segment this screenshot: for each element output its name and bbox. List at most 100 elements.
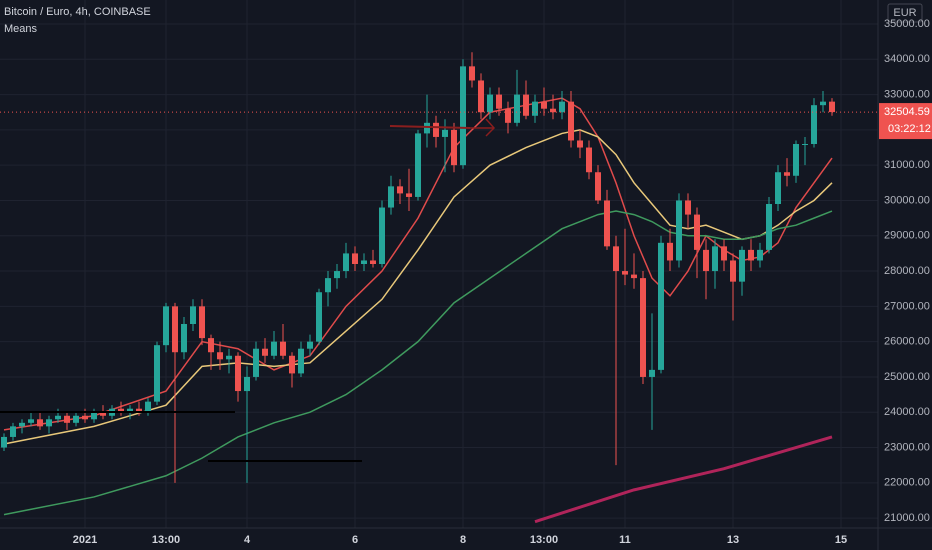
candle-body <box>235 355 241 392</box>
chart-title: Bitcoin / Euro, 4h, COINBASE <box>4 6 151 18</box>
candle-body <box>757 249 763 261</box>
x-tick-label: 13:00 <box>152 534 180 546</box>
candle-body <box>64 415 70 423</box>
candle-body <box>775 172 781 204</box>
candle-body <box>658 242 664 370</box>
candle-body <box>478 80 484 113</box>
countdown-label: 03:22:12 <box>888 123 931 135</box>
candle-body <box>1 436 7 448</box>
candle-body <box>532 101 538 116</box>
candle-body <box>379 207 385 264</box>
candle-body <box>289 355 295 374</box>
candle-body <box>73 415 79 423</box>
candle-body <box>514 94 520 123</box>
y-tick-label: 31000.00 <box>884 159 930 171</box>
candle-body <box>622 271 628 275</box>
candle-body <box>406 193 412 197</box>
y-tick-label: 28000.00 <box>884 265 930 277</box>
candle-body <box>343 253 349 272</box>
candle-body <box>469 66 475 81</box>
candle-body <box>19 422 25 427</box>
x-tick-label: 2021 <box>73 534 97 546</box>
candle-body <box>127 408 133 413</box>
candle-body <box>487 94 493 113</box>
candle-body <box>307 341 313 349</box>
candle-body <box>505 108 511 123</box>
candle-body <box>550 108 556 113</box>
candle-body <box>694 214 700 250</box>
currency-box[interactable] <box>887 3 923 23</box>
candle-body <box>37 419 43 427</box>
candle-body <box>415 133 421 197</box>
candle-body <box>55 415 61 420</box>
candle-body <box>802 144 808 145</box>
candle-body <box>640 278 646 377</box>
candle-body <box>298 348 304 374</box>
candle-body <box>226 355 232 360</box>
last-price-label: 32504.59 <box>884 106 930 118</box>
candle-body <box>361 260 367 264</box>
last-price-tag <box>879 103 932 140</box>
candle-body <box>676 200 682 261</box>
candle-body <box>352 253 358 264</box>
candle-body <box>190 306 196 324</box>
y-tick-label: 34000.00 <box>884 53 930 65</box>
y-tick-label: 22000.00 <box>884 477 930 489</box>
candle-body <box>253 348 259 377</box>
indicator-name: Means <box>4 23 38 35</box>
candle-body <box>370 260 376 264</box>
candle-body <box>586 147 592 173</box>
candle-body <box>631 274 637 279</box>
currency[interactable]: EUR <box>893 7 916 19</box>
drawn-arrow-head <box>485 118 496 137</box>
candle-body <box>451 129 457 166</box>
candle-body <box>766 204 772 250</box>
candle-body <box>496 94 502 109</box>
y-tick-label: 33000.00 <box>884 88 930 100</box>
candle-body <box>460 66 466 166</box>
candle-body <box>208 338 214 353</box>
candle-body <box>703 249 709 272</box>
candle-body <box>163 306 169 346</box>
candle-body <box>217 352 223 360</box>
y-tick-label: 25000.00 <box>884 371 930 383</box>
candle-body <box>541 101 547 109</box>
y-tick-label: 35000.00 <box>884 18 930 30</box>
y-tick-label: 30000.00 <box>884 194 930 206</box>
candle-body <box>244 376 250 392</box>
candle-body <box>433 122 439 137</box>
candle-body <box>604 200 610 247</box>
moving-average <box>534 435 833 524</box>
candle-body <box>523 94 529 116</box>
y-tick-label: 29000.00 <box>884 230 930 242</box>
candle-body <box>685 200 691 215</box>
y-tick-label: 26000.00 <box>884 336 930 348</box>
candle-body <box>334 271 340 279</box>
candle-body <box>442 129 448 137</box>
plot <box>1 52 835 524</box>
candle-body <box>325 278 331 293</box>
candle-body <box>172 306 178 353</box>
y-tick-label: 23000.00 <box>884 441 930 453</box>
x-tick-label: 11 <box>619 534 631 546</box>
candle-body <box>262 348 268 356</box>
y-tick-label: 24000.00 <box>884 406 930 418</box>
x-tick-label: 13:00 <box>530 534 558 546</box>
candle-body <box>712 246 718 272</box>
candle-body <box>91 412 97 420</box>
candle-body <box>559 101 565 113</box>
candle-body <box>829 101 835 113</box>
candle-body <box>154 345 160 402</box>
candle-body <box>271 341 277 356</box>
x-tick-label: 8 <box>460 534 466 546</box>
candle-body <box>424 122 430 134</box>
candle-body <box>667 242 673 261</box>
x-tick-label: 15 <box>835 534 847 546</box>
drawn-arrow <box>389 125 471 129</box>
y-tick-label: 21000.00 <box>884 512 930 524</box>
candle-body <box>118 408 124 413</box>
candle-body <box>280 341 286 356</box>
candle-body <box>811 105 817 144</box>
candle-body <box>730 260 736 282</box>
